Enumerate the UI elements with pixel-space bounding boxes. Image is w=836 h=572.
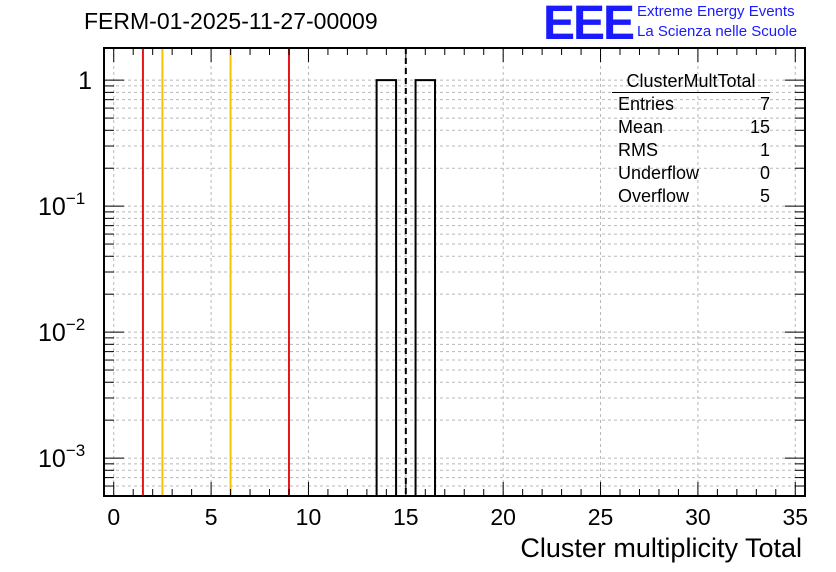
eee-logo: EEE xyxy=(543,0,635,50)
stats-value: 0 xyxy=(759,163,770,183)
x-tick-label: 25 xyxy=(588,504,614,530)
stats-title: ClusterMultTotal xyxy=(612,70,770,93)
stats-label: Overflow xyxy=(618,186,690,206)
x-tick-label: 30 xyxy=(685,504,711,530)
x-tick-label: 20 xyxy=(490,504,516,530)
stats-row-underflow: Underflow 0 xyxy=(612,162,770,185)
x-tick-label: 10 xyxy=(296,504,322,530)
stats-label: RMS xyxy=(618,140,658,160)
x-axis-label: Cluster multiplicity Total xyxy=(520,533,802,563)
y-tick-label: 10−2 xyxy=(38,315,85,347)
x-tick-label: 35 xyxy=(782,504,808,530)
x-tick-label: 15 xyxy=(393,504,419,530)
stats-label: Mean xyxy=(618,117,664,137)
histogram-bin xyxy=(375,79,398,496)
stats-value: 15 xyxy=(749,117,770,137)
y-tick-label: 10−1 xyxy=(38,189,85,221)
stats-label: Underflow xyxy=(618,163,700,183)
brand-line-1: Extreme Energy Events xyxy=(637,3,795,20)
stats-label: Entries xyxy=(618,94,675,114)
stats-box: ClusterMultTotal Entries 7 Mean 15 RMS 1… xyxy=(612,70,780,208)
y-tick-label: 1 xyxy=(78,67,92,95)
chart-title: FERM-01-2025-11-27-00009 xyxy=(84,8,378,34)
stats-row-rms: RMS 1 xyxy=(612,139,770,162)
y-tick-label: 10−3 xyxy=(38,441,85,473)
x-tick-label: 0 xyxy=(107,504,120,530)
stats-value: 5 xyxy=(759,186,770,206)
histogram-bin xyxy=(414,79,437,496)
x-tick-label: 5 xyxy=(205,504,218,530)
stats-value: 7 xyxy=(759,94,770,114)
brand-line-2: La Scienza nelle Scuole xyxy=(637,23,798,40)
stats-value: 1 xyxy=(759,140,770,160)
stats-row-mean: Mean 15 xyxy=(612,116,770,139)
stats-row-overflow: Overflow 5 xyxy=(612,185,770,208)
stats-row-entries: Entries 7 xyxy=(612,93,770,116)
